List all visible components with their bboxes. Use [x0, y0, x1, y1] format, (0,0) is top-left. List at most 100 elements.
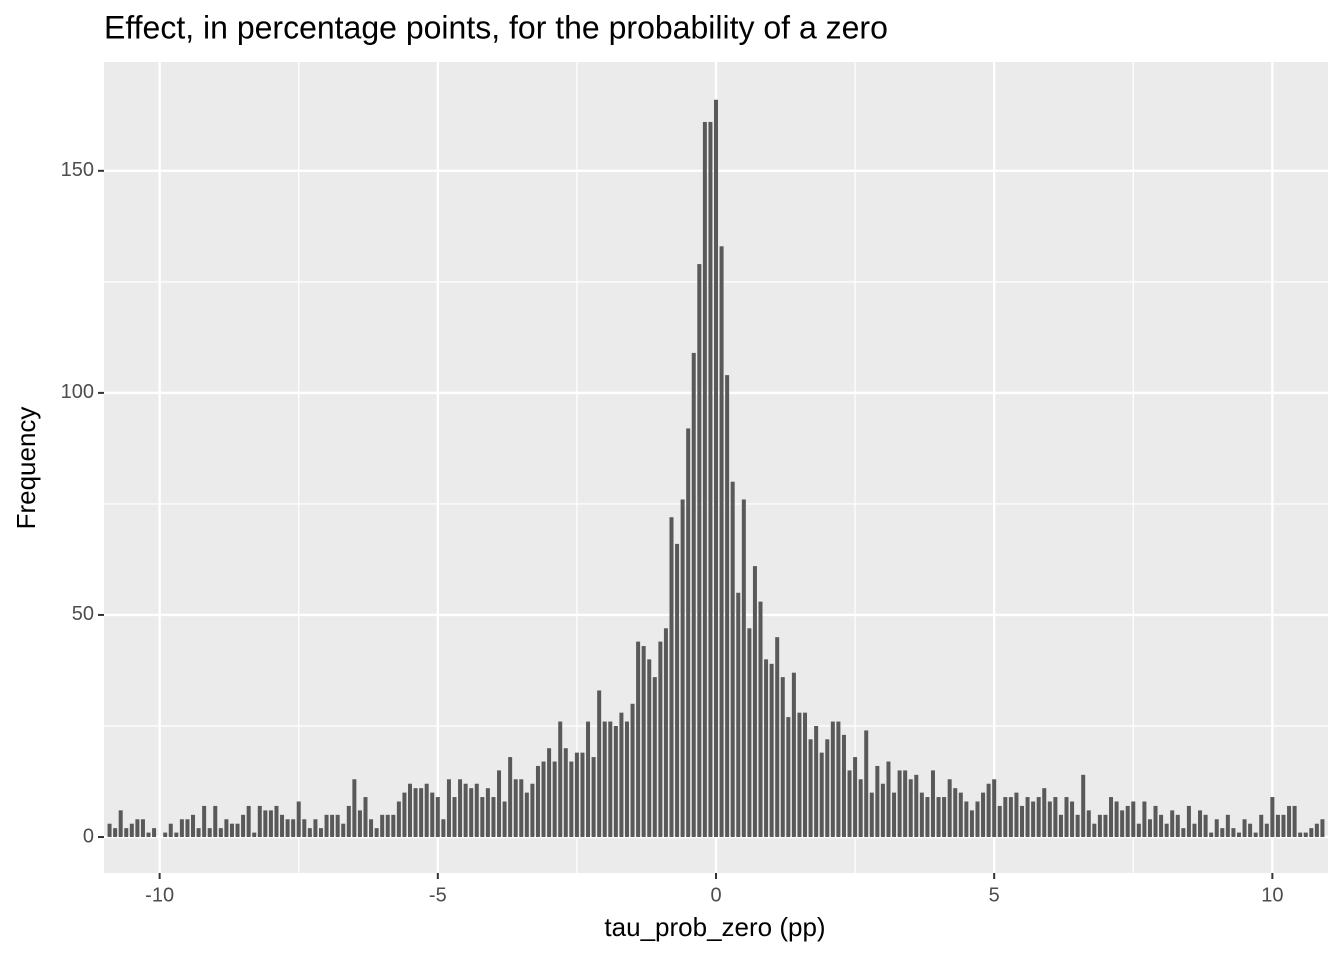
bar: [919, 792, 924, 838]
bar: [602, 721, 607, 838]
bar: [135, 819, 140, 838]
x-tick-label: -5: [429, 884, 447, 906]
bar: [1164, 823, 1169, 838]
bar: [263, 810, 268, 838]
bar: [1103, 814, 1108, 838]
bar: [224, 819, 229, 838]
bar: [1320, 819, 1325, 838]
bar: [869, 792, 874, 838]
bar: [341, 823, 346, 838]
bar: [1287, 805, 1292, 838]
bar: [1019, 805, 1025, 838]
bar: [229, 823, 234, 838]
bar: [741, 499, 746, 838]
bar: [841, 734, 846, 838]
bar: [853, 757, 858, 838]
bar: [830, 721, 835, 838]
bar: [274, 805, 279, 838]
bar: [1181, 828, 1186, 838]
bar: [280, 814, 285, 838]
bar: [697, 264, 702, 838]
bar: [1292, 805, 1297, 838]
bar: [1120, 810, 1125, 838]
bar: [680, 499, 685, 838]
x-tick-label: -10: [145, 884, 174, 906]
bar: [1114, 801, 1119, 838]
chart-title: Effect, in percentage points, for the pr…: [104, 9, 888, 45]
bar: [864, 730, 869, 838]
bar: [463, 783, 468, 838]
x-tick-label: 0: [710, 884, 721, 906]
x-axis-label: tau_prob_zero (pp): [604, 912, 825, 942]
bar: [1058, 814, 1063, 838]
bar: [491, 797, 496, 838]
bar: [1314, 823, 1319, 838]
bar: [458, 779, 463, 838]
bar: [1192, 823, 1197, 838]
bar: [652, 677, 657, 838]
bar: [764, 659, 769, 838]
bar: [975, 801, 980, 838]
bar: [469, 788, 474, 838]
y-tick-label: 0: [83, 825, 94, 847]
bar: [992, 779, 997, 838]
bar: [574, 752, 579, 838]
bar: [380, 814, 385, 838]
bar: [369, 819, 374, 838]
bar: [257, 805, 262, 838]
bar: [419, 788, 424, 838]
bar: [986, 783, 991, 838]
bar: [1031, 801, 1036, 838]
bar: [391, 814, 396, 838]
bar: [168, 823, 173, 838]
bar: [1036, 797, 1041, 838]
bar: [997, 805, 1002, 838]
bar: [218, 828, 223, 838]
bar: [580, 752, 585, 838]
bar: [847, 770, 852, 838]
bar: [1270, 797, 1275, 838]
bar: [569, 761, 574, 838]
bar: [1281, 814, 1286, 838]
bar: [296, 801, 301, 838]
bar: [179, 819, 184, 838]
bar: [675, 543, 680, 838]
bar: [524, 792, 529, 838]
bar: [914, 774, 919, 838]
bar: [363, 797, 368, 838]
bar: [908, 779, 913, 838]
bar: [942, 797, 947, 838]
bar: [825, 739, 830, 838]
bar: [235, 823, 240, 838]
bar: [1047, 801, 1052, 838]
bar: [441, 819, 446, 838]
bar: [185, 819, 190, 838]
bar: [435, 797, 440, 838]
bar: [352, 779, 357, 838]
bar: [713, 99, 719, 838]
bar: [730, 481, 735, 838]
bar: [1231, 828, 1236, 838]
bar: [736, 592, 741, 838]
bar: [1275, 814, 1280, 838]
bar: [936, 797, 941, 838]
bar: [241, 814, 246, 838]
bar: [268, 810, 273, 838]
bar: [786, 717, 791, 838]
bar: [769, 663, 774, 838]
bar: [202, 805, 207, 838]
bar: [1003, 797, 1008, 838]
bar: [519, 779, 524, 838]
bar: [708, 121, 713, 838]
bar: [636, 641, 641, 838]
bar: [669, 517, 674, 838]
bar: [107, 823, 112, 838]
bar: [535, 765, 540, 838]
bar: [1225, 814, 1230, 838]
bar: [880, 783, 885, 838]
bar: [1109, 797, 1114, 838]
bar: [396, 801, 401, 838]
bar: [446, 779, 451, 838]
bar: [124, 828, 129, 838]
bar: [385, 814, 390, 838]
